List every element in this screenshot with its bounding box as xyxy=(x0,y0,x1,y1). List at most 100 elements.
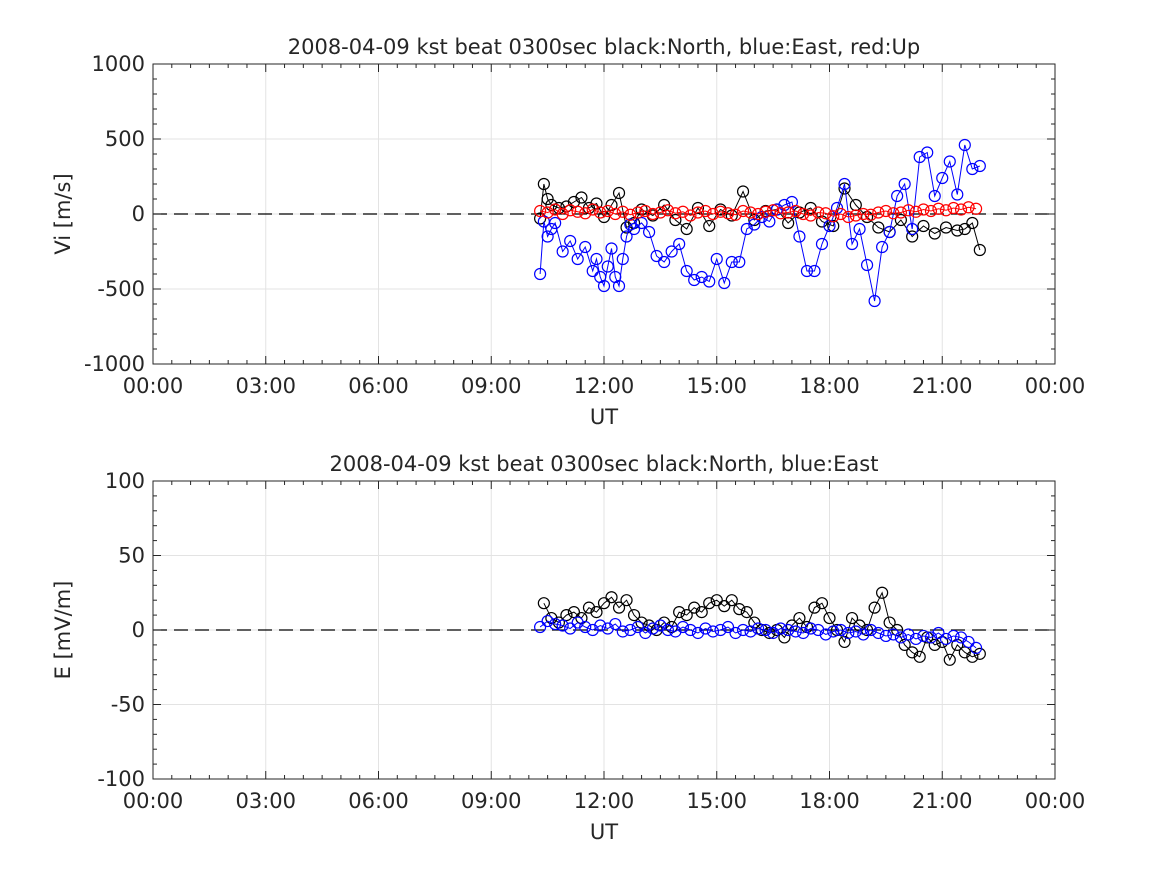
data-point xyxy=(962,635,975,649)
data-point xyxy=(834,623,847,637)
data-point xyxy=(703,219,716,233)
data-point xyxy=(815,237,829,251)
data-point xyxy=(849,625,862,638)
data-point xyxy=(710,252,723,266)
data-point xyxy=(744,625,757,638)
data-point xyxy=(721,620,735,634)
data-point xyxy=(973,159,986,173)
data-point xyxy=(969,641,983,654)
data-point xyxy=(706,625,720,638)
data-point xyxy=(729,208,742,221)
data-point xyxy=(748,213,761,227)
data-point xyxy=(928,638,941,652)
y-tick-label: 0 xyxy=(132,202,145,226)
data-point xyxy=(590,252,603,266)
data-point xyxy=(748,218,761,231)
data-point xyxy=(680,608,693,622)
chart-title: 2008-04-09 kst beat 0300sec black:North,… xyxy=(288,35,921,59)
data-point xyxy=(864,208,877,221)
y-tick-label: 1000 xyxy=(92,52,145,76)
data-point xyxy=(894,213,908,227)
data-point xyxy=(827,219,840,233)
data-point xyxy=(767,626,780,640)
data-point xyxy=(800,264,814,278)
data-point xyxy=(812,206,825,219)
data-point xyxy=(571,252,584,266)
data-point xyxy=(830,201,844,215)
data-point xyxy=(808,264,821,278)
data-point xyxy=(556,245,569,258)
x-tick-label: 09:00 xyxy=(461,789,522,813)
data-point xyxy=(906,230,919,243)
data-point xyxy=(612,279,626,293)
y-tick-label: 0 xyxy=(132,618,145,642)
data-point xyxy=(954,203,968,216)
series-line xyxy=(539,183,981,251)
x-tick-label: 06:00 xyxy=(348,374,409,398)
x-tick-label: 12:00 xyxy=(574,789,635,813)
data-point xyxy=(876,240,889,254)
y-tick-label: 500 xyxy=(105,127,145,151)
data-point xyxy=(808,601,821,614)
x-tick-label: 21:00 xyxy=(912,374,973,398)
data-point xyxy=(624,623,637,637)
data-point xyxy=(827,210,840,223)
data-point xyxy=(545,611,558,625)
data-point xyxy=(597,597,611,610)
data-point xyxy=(917,629,930,643)
data-point xyxy=(541,614,554,628)
velocity-panel: 00:00 03:00 06:00 09:00 12:00 15:00 18:00 21:00… xyxy=(51,35,1085,429)
y-axis-label: Vi [m/s] xyxy=(51,173,75,254)
x-tick-label: 03:00 xyxy=(235,374,296,398)
x-tick-label: 18:00 xyxy=(799,789,860,813)
data-point xyxy=(782,623,795,637)
data-point xyxy=(804,209,817,222)
data-point xyxy=(673,606,686,619)
data-point xyxy=(534,204,547,218)
data-point xyxy=(556,207,569,221)
data-point xyxy=(571,616,584,629)
y-tick-label: -500 xyxy=(97,277,145,301)
x-tick-label: 00:00 xyxy=(123,374,184,398)
data-point xyxy=(928,189,941,203)
data-point xyxy=(695,606,708,619)
data-point xyxy=(537,597,550,610)
data-point xyxy=(860,258,874,272)
data-point xyxy=(545,222,558,236)
data-point xyxy=(725,255,738,269)
data-point xyxy=(714,623,727,637)
data-point xyxy=(842,210,855,224)
data-point xyxy=(857,628,870,641)
data-point xyxy=(887,628,900,641)
data-point xyxy=(710,594,723,607)
data-point xyxy=(699,622,712,635)
data-point xyxy=(688,601,701,614)
data-point xyxy=(601,204,614,218)
data-point xyxy=(962,201,975,214)
data-point xyxy=(736,185,750,198)
data-point xyxy=(906,646,919,659)
data-point xyxy=(902,204,915,217)
data-point xyxy=(729,626,742,640)
data-point xyxy=(691,201,705,215)
data-point xyxy=(872,221,885,234)
data-point xyxy=(654,206,667,219)
data-point xyxy=(891,189,904,203)
data-point xyxy=(601,622,614,635)
data-point xyxy=(669,207,682,220)
data-point xyxy=(921,146,934,159)
data-point xyxy=(725,594,738,607)
electric-field-panel: 00:00 03:00 06:00 09:00 12:00 15:00 18:00 21:00… xyxy=(51,452,1085,844)
data-point xyxy=(616,625,629,638)
data-point xyxy=(541,206,554,219)
data-point xyxy=(763,626,776,640)
chart-title: 2008-04-09 kst beat 0300sec black:North,… xyxy=(330,452,879,476)
data-point xyxy=(680,264,693,278)
data-point xyxy=(789,625,802,638)
data-point xyxy=(564,622,577,635)
data-point xyxy=(924,204,938,218)
data-point xyxy=(680,222,693,236)
data-point xyxy=(864,623,877,637)
data-point xyxy=(560,608,573,622)
data-point xyxy=(943,653,956,666)
